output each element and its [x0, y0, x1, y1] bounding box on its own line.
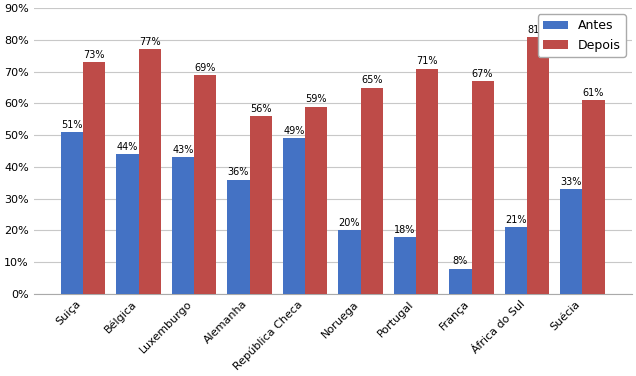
- Bar: [228, 180, 249, 294]
- Text: 69%: 69%: [195, 63, 216, 73]
- Bar: [416, 68, 438, 294]
- Bar: [283, 138, 305, 294]
- Bar: [194, 75, 216, 294]
- Text: 8%: 8%: [453, 256, 468, 266]
- Text: 65%: 65%: [361, 75, 382, 85]
- Bar: [505, 227, 527, 294]
- Bar: [471, 81, 494, 294]
- Bar: [172, 158, 194, 294]
- Text: 67%: 67%: [472, 69, 494, 79]
- Text: 36%: 36%: [228, 167, 249, 177]
- Bar: [139, 50, 161, 294]
- Bar: [116, 154, 139, 294]
- Legend: Antes, Depois: Antes, Depois: [537, 14, 626, 57]
- Bar: [361, 88, 383, 294]
- Text: 20%: 20%: [339, 218, 360, 228]
- Text: 56%: 56%: [250, 104, 272, 114]
- Text: 61%: 61%: [583, 88, 604, 98]
- Text: 21%: 21%: [505, 215, 527, 225]
- Bar: [583, 100, 605, 294]
- Text: 73%: 73%: [83, 50, 105, 60]
- Text: 77%: 77%: [139, 37, 160, 47]
- Text: 51%: 51%: [61, 120, 83, 130]
- Bar: [249, 116, 272, 294]
- Bar: [449, 268, 471, 294]
- Text: 49%: 49%: [283, 126, 305, 136]
- Bar: [527, 37, 549, 294]
- Bar: [61, 132, 83, 294]
- Text: 33%: 33%: [561, 177, 582, 187]
- Text: 43%: 43%: [172, 145, 194, 155]
- Text: 81%: 81%: [527, 24, 549, 35]
- Bar: [83, 62, 106, 294]
- Bar: [305, 107, 328, 294]
- Text: 18%: 18%: [394, 224, 415, 235]
- Text: 59%: 59%: [305, 94, 327, 105]
- Text: 44%: 44%: [117, 142, 138, 152]
- Bar: [394, 237, 416, 294]
- Bar: [560, 189, 583, 294]
- Bar: [338, 230, 361, 294]
- Text: 71%: 71%: [417, 56, 438, 66]
